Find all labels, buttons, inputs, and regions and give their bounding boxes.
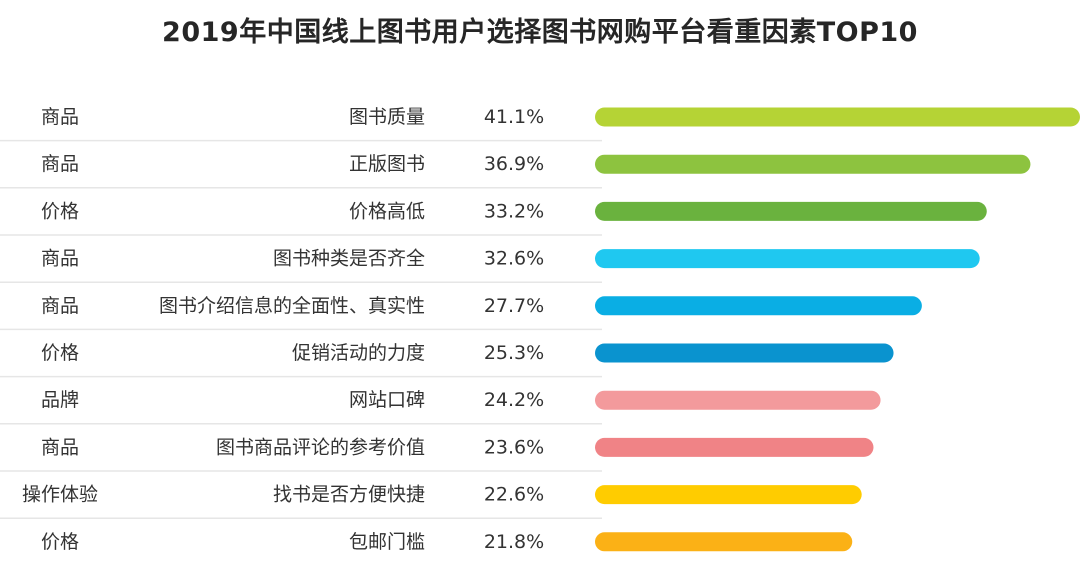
factor-label: 图书种类是否齐全 (273, 248, 425, 270)
factor-label: 促销活动的力度 (292, 342, 425, 364)
bar (595, 296, 922, 316)
factor-label: 包邮门槛 (349, 531, 425, 553)
factor-label: 图书介绍信息的全面性、真实性 (159, 295, 425, 317)
factor-label: 图书质量 (349, 106, 425, 128)
bar (595, 107, 1080, 127)
factor-label: 价格高低 (349, 200, 425, 222)
value-label: 25.3% (484, 342, 544, 364)
bar (595, 201, 987, 221)
bar (595, 154, 1031, 174)
factor-label: 网站口碑 (349, 389, 425, 411)
value-label: 41.1% (484, 106, 544, 128)
bar (595, 532, 853, 552)
value-label: 33.2% (484, 200, 544, 222)
factor-label: 正版图书 (349, 153, 425, 175)
value-label: 21.8% (484, 531, 544, 553)
value-label: 36.9% (484, 153, 544, 175)
bar (595, 390, 881, 410)
group-label: 商品 (41, 436, 79, 458)
group-label: 价格 (41, 342, 79, 364)
value-label: 24.2% (484, 389, 544, 411)
bar (595, 343, 894, 363)
group-label: 价格 (41, 531, 79, 553)
group-label: 价格 (41, 200, 79, 222)
value-label: 32.6% (484, 248, 544, 270)
group-label: 商品 (41, 248, 79, 270)
chart-title: 2019年中国线上图书用户选择图书网购平台看重因素TOP10 (162, 17, 918, 48)
factor-label: 图书商品评论的参考价值 (216, 436, 425, 458)
value-label: 27.7% (484, 295, 544, 317)
group-label: 品牌 (41, 389, 79, 411)
bar (595, 437, 874, 457)
factor-label: 找书是否方便快捷 (273, 484, 425, 506)
bar (595, 485, 862, 505)
group-label: 商品 (41, 153, 79, 175)
group-label: 商品 (41, 106, 79, 128)
group-label: 操作体验 (22, 484, 98, 506)
group-label: 商品 (41, 295, 79, 317)
value-label: 23.6% (484, 436, 544, 458)
bar (595, 249, 980, 269)
value-label: 22.6% (484, 484, 544, 506)
